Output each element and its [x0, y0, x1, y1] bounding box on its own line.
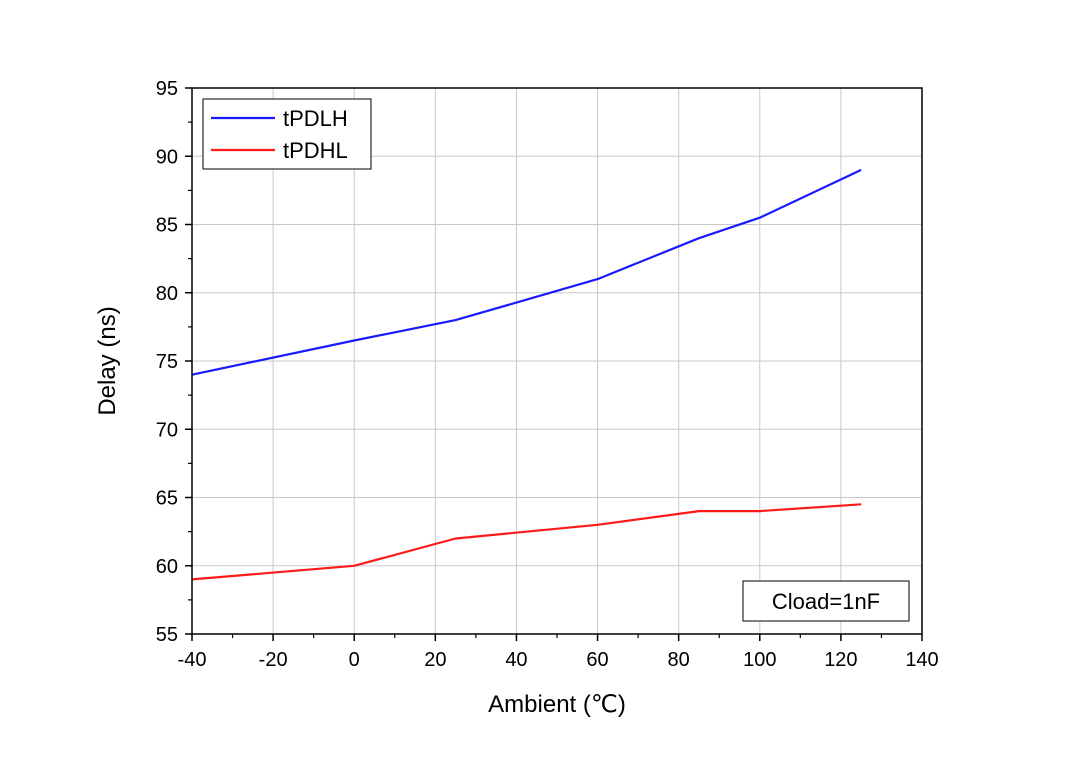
y-tick-label: 80 [156, 283, 178, 305]
series-line-tPDLH [191, 168, 862, 376]
x-tick-label: 120 [824, 649, 857, 671]
legend-box [202, 98, 372, 170]
x-tick-labels: -40 -20 0 20 40 60 80 100 120 140 [178, 649, 939, 671]
y-tick-label: 90 [156, 146, 178, 168]
legend-label: tPDHL [283, 138, 348, 163]
x-tick-label: -20 [259, 649, 288, 671]
y-tick-label: 60 [156, 556, 178, 578]
y-tick-label: 85 [156, 215, 178, 237]
x-tick-label: 100 [743, 649, 776, 671]
y-tick-label: 75 [156, 351, 178, 373]
series-tPDHL [191, 503, 862, 581]
series-line-tPDHL [191, 503, 862, 581]
y-tick-labels: 55 60 65 70 75 80 85 90 95 [156, 78, 178, 646]
annotation-text: Cload=1nF [772, 589, 880, 614]
x-tick-label: -40 [178, 649, 207, 671]
grid [192, 88, 922, 634]
y-tick-label: 95 [156, 78, 178, 100]
x-axis-title: Ambient (℃) [488, 691, 626, 718]
y-tick-label: 65 [156, 488, 178, 510]
x-tick-label: 60 [586, 649, 608, 671]
series-layer [191, 168, 862, 581]
y-tick-label: 55 [156, 624, 178, 646]
axis-ticks [185, 87, 923, 641]
y-axis-title: Delay (ns) [94, 306, 121, 415]
x-tick-label: 0 [349, 649, 360, 671]
legend-label: tPDLH [283, 106, 348, 131]
annotation-box: Cload=1nF [742, 580, 910, 622]
x-tick-label: 40 [505, 649, 527, 671]
series-tPDLH [191, 168, 862, 376]
x-tick-label: 20 [424, 649, 446, 671]
annotation-frame [742, 580, 910, 622]
legend: tPDLH tPDHL [202, 98, 372, 170]
x-tick-label: 80 [668, 649, 690, 671]
y-tick-label: 70 [156, 419, 178, 441]
x-tick-label: 140 [905, 649, 938, 671]
